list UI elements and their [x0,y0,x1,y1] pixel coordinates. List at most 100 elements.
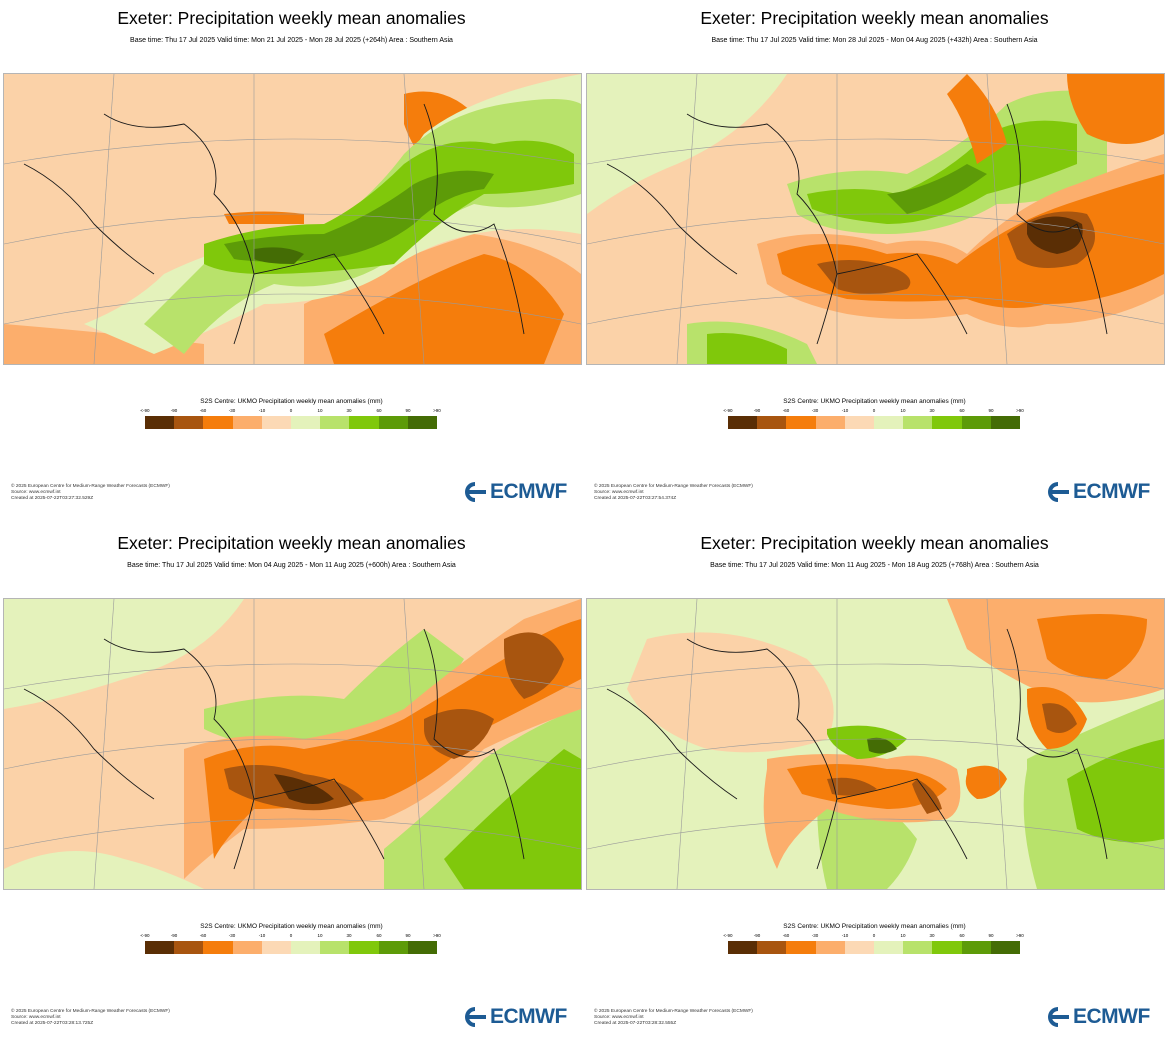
legend-swatch [932,941,962,954]
legend-swatch [786,941,816,954]
precipitation-anomaly-map [586,598,1165,890]
legend-tick: 30 [346,408,352,413]
legend-tick: 90 [988,408,994,413]
legend-tick: -10 [841,408,849,413]
panel-week-3: Exeter: Precipitation weekly mean anomal… [0,525,583,1050]
legend-swatch [320,416,350,429]
legend-tick: 10 [900,933,906,938]
footer-source: Source: www.ecmwf.int [11,490,61,495]
legend-swatch [291,941,321,954]
legend-swatch [174,941,204,954]
footer-credits: © 2025 European Centre for Medium-Range … [594,1009,753,1027]
panel-title: Exeter: Precipitation weekly mean anomal… [700,533,1049,553]
legend-tick: 10 [317,933,323,938]
legend-tick: <-90 [723,408,733,413]
legend-tick: -60 [199,933,207,938]
legend-swatch [728,416,758,429]
legend-tick: 60 [959,408,965,413]
legend-tick: 60 [959,933,965,938]
legend-tick-labels: <-90 -90 -60 -30 -10 0 10 30 60 90 >90 [723,408,1026,416]
ecmwf-logo-text: ECMWF [1073,1005,1150,1028]
footer-copyright: © 2025 European Centre for Medium-Range … [594,1009,753,1014]
ecmwf-logo: ECMWF [462,1005,574,1029]
ecmwf-logo-icon [1048,482,1069,502]
footer-created: Created at 2025-07-22T03:27:54.374Z [594,496,677,501]
legend-title: S2S Centre: UKMO Precipitation weekly me… [200,398,383,405]
legend-swatch [203,416,233,429]
legend-swatch [728,941,758,954]
footer-copyright: © 2025 European Centre for Medium-Range … [11,1009,170,1014]
ecmwf-logo-text: ECMWF [490,1005,567,1028]
legend-swatch [378,416,408,429]
legend-tick: -60 [782,408,790,413]
legend-swatch [757,941,787,954]
legend-tick: 30 [929,408,935,413]
legend-tick: 0 [289,933,293,938]
legend-tick: <-90 [723,933,733,938]
legend-colorbar [728,416,1021,429]
legend-swatch [145,941,175,954]
legend-title: S2S Centre: UKMO Precipitation weekly me… [783,398,966,405]
precipitation-anomaly-map [586,73,1165,365]
footer-created: Created at 2025-07-22T03:28:13.725Z [11,1021,94,1026]
legend-tick: 90 [405,408,411,413]
legend-swatch [145,416,175,429]
legend-swatch [786,416,816,429]
footer-source: Source: www.ecmwf.int [594,1015,644,1020]
legend-title: S2S Centre: UKMO Precipitation weekly me… [200,923,383,930]
legend-tick: -30 [811,933,819,938]
legend-tick: -60 [199,408,207,413]
legend-swatch [844,416,875,429]
panel-subtitle: Base time: Thu 17 Jul 2025 Valid time: M… [710,562,1039,569]
legend-swatch [903,416,933,429]
footer-copyright: © 2025 European Centre for Medium-Range … [594,484,753,489]
legend-tick: 90 [405,933,411,938]
panel-title: Exeter: Precipitation weekly mean anomal… [117,8,466,28]
legend-swatch [349,941,379,954]
legend-tick: -30 [228,933,236,938]
panel-title: Exeter: Precipitation weekly mean anomal… [700,8,1049,28]
legend-swatch [291,416,321,429]
legend-swatch [874,941,904,954]
footer-copyright: © 2025 European Centre for Medium-Range … [11,484,170,489]
legend-tick: 10 [900,408,906,413]
panel-week-2: Exeter: Precipitation weekly mean anomal… [583,0,1166,525]
legend-tick: 10 [317,408,323,413]
legend-swatch [320,941,350,954]
legend-tick: -10 [258,408,266,413]
legend-swatch [232,941,262,954]
precipitation-anomaly-map [3,598,582,890]
footer-credits: © 2025 European Centre for Medium-Range … [594,484,753,502]
legend-swatch [932,416,962,429]
precipitation-anomaly-map [3,73,582,365]
legend-swatch [261,416,292,429]
legend-swatch [844,941,875,954]
legend-colorbar [145,941,438,954]
legend-swatch [815,941,845,954]
ecmwf-logo-icon [465,1007,486,1027]
legend-swatch [990,941,1021,954]
footer-source: Source: www.ecmwf.int [594,490,644,495]
legend-swatch [961,941,991,954]
panel-subtitle: Base time: Thu 17 Jul 2025 Valid time: M… [127,562,456,569]
legend-colorbar [145,416,438,429]
panel-subtitle: Base time: Thu 17 Jul 2025 Valid time: M… [711,37,1038,44]
legend-tick: <-90 [140,408,150,413]
legend-tick: 30 [346,933,352,938]
legend-tick: 0 [872,933,876,938]
legend-tick: 60 [376,408,382,413]
footer-credits: © 2025 European Centre for Medium-Range … [11,484,170,502]
legend-tick: >90 [1016,933,1024,938]
legend-tick-labels: <-90 -90 -60 -30 -10 0 10 30 60 90 >90 [140,933,443,941]
legend-tick: -90 [170,408,178,413]
legend-swatch [815,416,845,429]
panel-title: Exeter: Precipitation weekly mean anomal… [117,533,466,553]
ecmwf-logo-icon [465,482,486,502]
ecmwf-logo: ECMWF [1045,480,1157,504]
legend-swatch [961,416,991,429]
legend-tick: 0 [289,408,293,413]
legend-tick: -60 [782,933,790,938]
legend-tick: 60 [376,933,382,938]
legend-swatch [407,941,438,954]
legend-tick-labels: <-90 -90 -60 -30 -10 0 10 30 60 90 >90 [723,933,1026,941]
